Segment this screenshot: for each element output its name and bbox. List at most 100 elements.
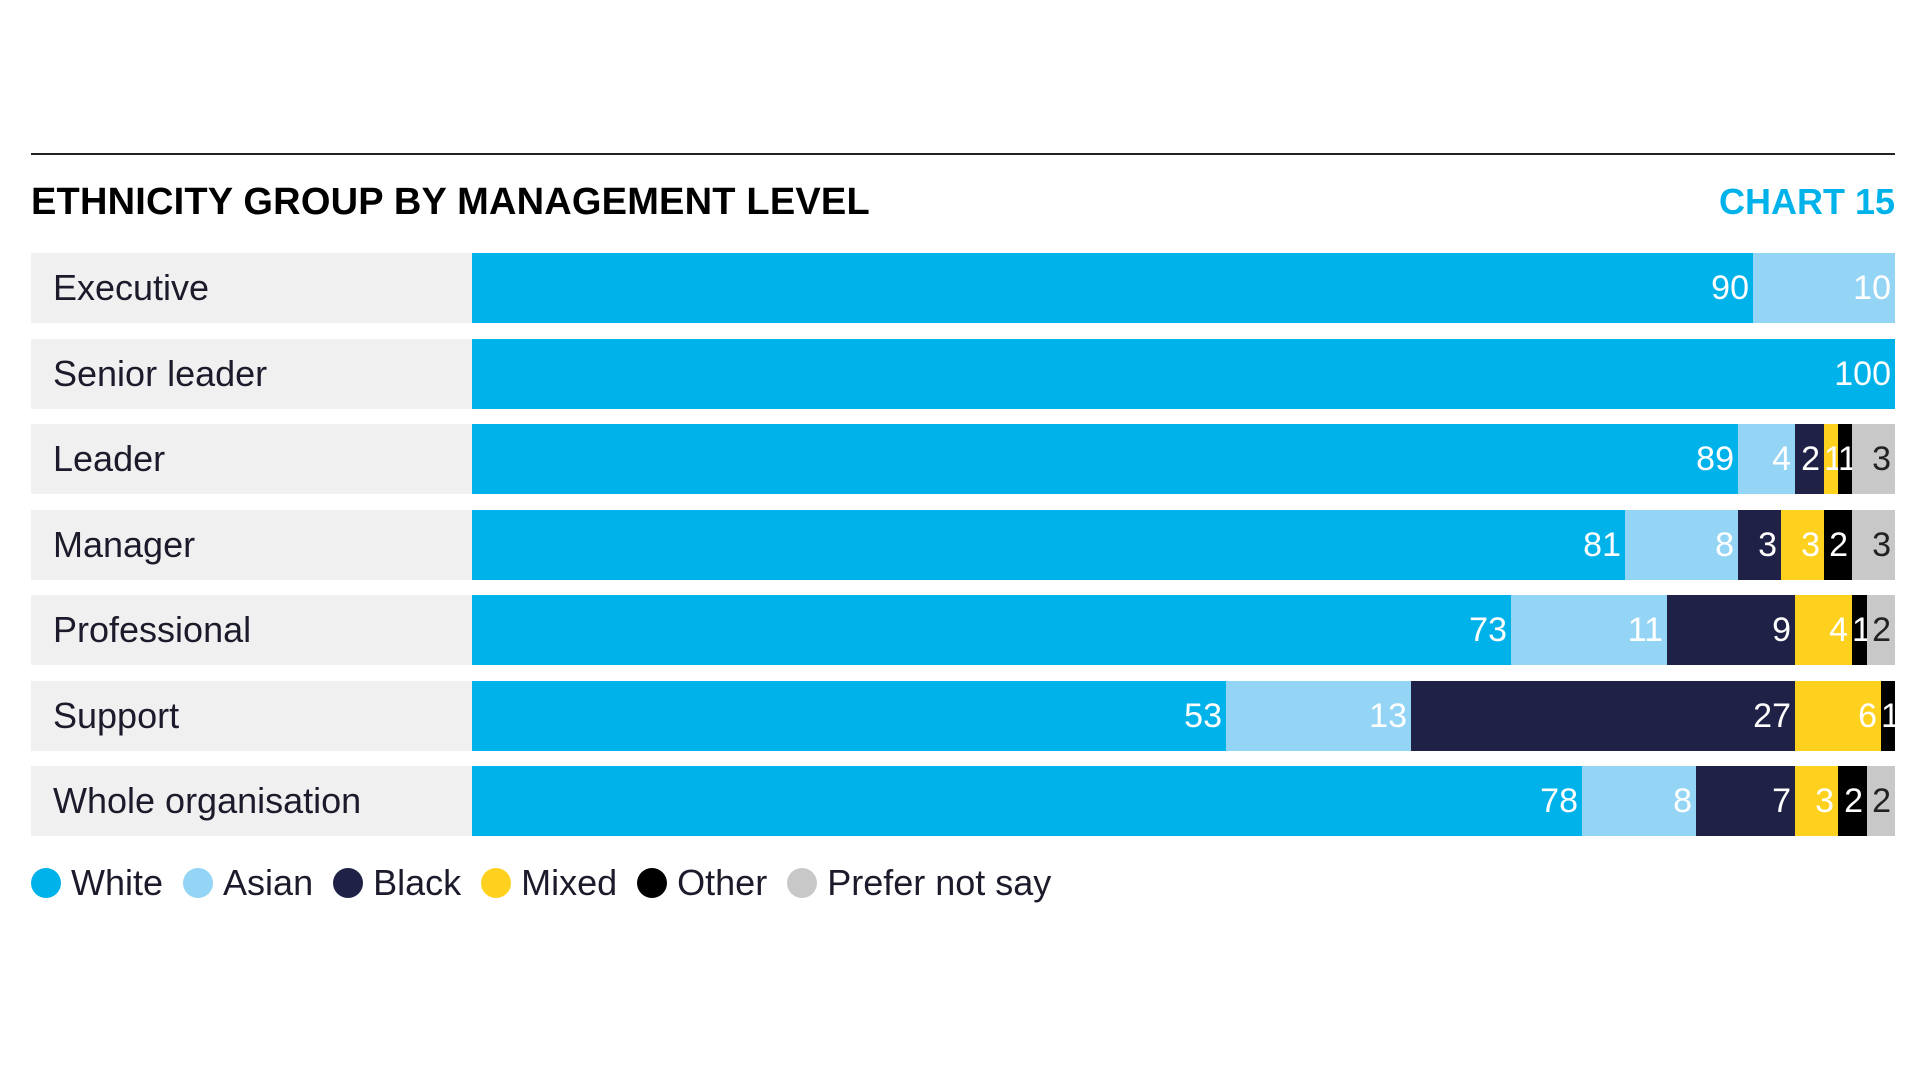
- legend-swatch: [31, 868, 61, 898]
- bar-segment-prefer-not-say: 3: [1852, 424, 1895, 494]
- data-label: 13: [1369, 696, 1407, 735]
- bar-segment-white: 89: [472, 424, 1738, 494]
- bar-segment-prefer-not-say: 2: [1867, 595, 1895, 665]
- bar-segment-other: 1: [1881, 680, 1900, 751]
- category-label: Manager: [31, 509, 472, 580]
- bar-segment-asian: 8: [1582, 766, 1696, 836]
- data-label: 90: [1711, 269, 1749, 307]
- bar-row-executive: Executive 90 10: [31, 253, 1895, 323]
- bar-segment-mixed: 3: [1795, 766, 1838, 836]
- bar-segment-asian: 13: [1226, 680, 1411, 751]
- legend-item-mixed: Mixed: [481, 862, 617, 904]
- legend-item-other: Other: [637, 862, 767, 904]
- bar-segment-other: 1: [1838, 424, 1857, 494]
- data-label: 8: [1715, 525, 1734, 564]
- bar-segment-black: 7: [1696, 766, 1795, 836]
- bar-segment-white: 53: [472, 680, 1226, 751]
- category-label: Whole organisation: [31, 766, 472, 836]
- bar-segment-asian: 10: [1753, 253, 1895, 323]
- bar-row-manager: Manager 81 8 3 3 2 3: [31, 509, 1895, 580]
- category-label: Senior leader: [31, 338, 472, 409]
- bar-segment-white: 73: [472, 595, 1511, 665]
- data-label: 4: [1772, 440, 1791, 478]
- data-label: 10: [1853, 269, 1891, 307]
- bar-track: 53 13 27 6 1: [472, 680, 1900, 751]
- category-label: Executive: [31, 253, 472, 323]
- bar-row-leader: Leader 89 4 2 1 1 3: [31, 424, 1895, 494]
- bar-segment-asian: 11: [1511, 595, 1667, 665]
- data-label: 2: [1872, 611, 1891, 649]
- legend-item-white: White: [31, 862, 163, 904]
- bar-segment-asian: 4: [1738, 424, 1795, 494]
- bar-segment-black: 9: [1667, 595, 1795, 665]
- bar-segment-asian: 8: [1625, 509, 1738, 580]
- bar-segment-white: 100: [472, 338, 1895, 409]
- chart-title: ETHNICITY GROUP BY MANAGEMENT LEVEL: [31, 181, 870, 223]
- bar-segment-other: 1: [1852, 595, 1871, 665]
- bar-segment-mixed: 4: [1795, 595, 1852, 665]
- legend-item-black: Black: [333, 862, 461, 904]
- legend-label: Mixed: [521, 862, 618, 903]
- legend-swatch: [481, 868, 512, 898]
- data-label: 7: [1772, 782, 1791, 820]
- legend-label: Asian: [223, 862, 314, 903]
- top-rule: [31, 153, 1895, 155]
- bar-track: 81 8 3 3 2 3: [472, 509, 1895, 580]
- data-label: 81: [1583, 525, 1621, 564]
- chart: ETHNICITY GROUP BY MANAGEMENT LEVEL CHAR…: [31, 153, 1900, 923]
- category-label: Professional: [31, 595, 472, 665]
- bar-track: 100: [472, 338, 1895, 409]
- data-label: 27: [1753, 696, 1791, 735]
- bar-segment-white: 81: [472, 509, 1625, 580]
- bar-segment-mixed: 3: [1781, 509, 1824, 580]
- bar-segment-other: 2: [1824, 509, 1852, 580]
- data-label: 4: [1829, 611, 1848, 649]
- bar-segment-mixed: 6: [1795, 680, 1881, 751]
- bar-row-senior-leader: Senior leader 100: [31, 338, 1895, 409]
- legend-label: Black: [373, 862, 462, 903]
- data-label: 11: [1627, 611, 1663, 649]
- bar-segment-white: 78: [472, 766, 1582, 836]
- bar-row-support: Support 53 13 27 6 1: [31, 680, 1900, 751]
- bar-segment-mixed: 1: [1824, 424, 1843, 494]
- data-label: 3: [1758, 525, 1777, 564]
- bar-segment-black: 2: [1795, 424, 1824, 494]
- data-label: 2: [1844, 782, 1863, 820]
- legend-swatch: [637, 868, 668, 898]
- data-label: 8: [1673, 782, 1692, 820]
- data-label: 78: [1540, 782, 1578, 820]
- bar-segment-other: 2: [1838, 766, 1867, 836]
- data-label: 3: [1801, 525, 1820, 564]
- bar-track: 90 10: [472, 253, 1895, 323]
- legend: White Asian Black Mixed Other Prefer not say: [31, 862, 1071, 904]
- bar-track: 73 11 9 4 1 2: [472, 595, 1895, 665]
- legend-item-prefer-not-say: Prefer not say: [787, 862, 1051, 904]
- bar-row-whole-organisation: Whole organisation 78 8 7 3 2 2: [31, 766, 1895, 836]
- bar-segment-prefer-not-say: 2: [1867, 766, 1895, 836]
- data-label: 2: [1829, 525, 1848, 564]
- data-label: 2: [1872, 782, 1891, 820]
- data-label: 1: [1881, 696, 1900, 735]
- bar-segment-black: 3: [1738, 509, 1781, 580]
- bar-row-professional: Professional 73 11 9 4 1 2: [31, 595, 1895, 665]
- bar-segment-black: 27: [1411, 680, 1795, 751]
- data-label: 6: [1858, 696, 1877, 735]
- data-label: 89: [1696, 440, 1734, 478]
- legend-label: Other: [677, 862, 768, 903]
- category-label: Leader: [31, 424, 472, 494]
- data-label: 1: [1852, 611, 1871, 649]
- legend-label: Prefer not say: [827, 862, 1052, 903]
- bar-track: 89 4 2 1 1 3: [472, 424, 1895, 494]
- bar-track: 78 8 7 3 2 2: [472, 766, 1895, 836]
- chart-number: CHART 15: [1718, 181, 1895, 222]
- data-label: 3: [1872, 525, 1891, 564]
- data-label: 53: [1184, 696, 1222, 735]
- legend-swatch: [787, 868, 818, 898]
- category-label: Support: [31, 680, 472, 751]
- data-label: 9: [1772, 611, 1791, 649]
- legend-swatch: [183, 868, 214, 898]
- bar-segment-prefer-not-say: 3: [1852, 509, 1895, 580]
- data-label: 73: [1469, 611, 1507, 649]
- data-label: 100: [1834, 354, 1891, 393]
- legend-item-asian: Asian: [183, 862, 313, 904]
